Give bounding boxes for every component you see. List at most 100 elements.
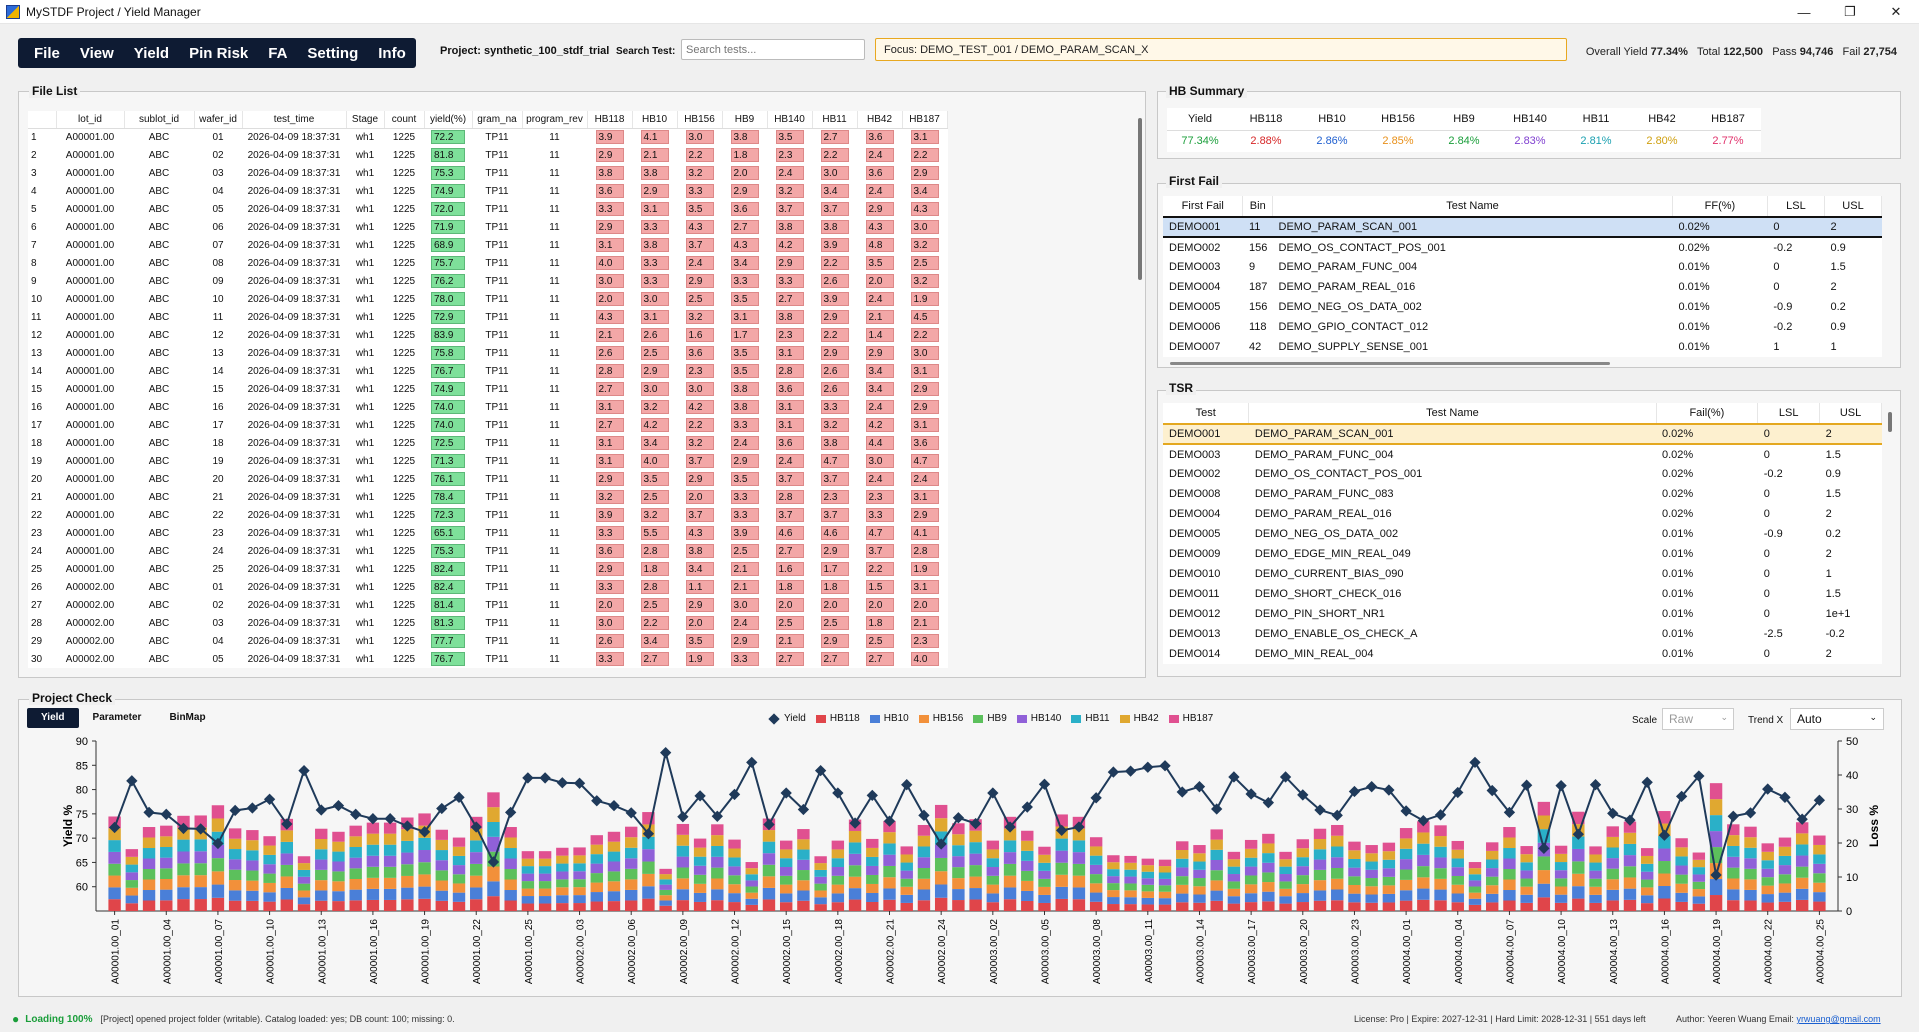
table-row[interactable]: 30 A00002.00 ABC 05 2026-04-09 18:37:31 wh1 12…	[28, 650, 947, 668]
table-row[interactable]: DEMO008 DEMO_PARAM_FUNC_083 0.02% 0 1.5	[1163, 484, 1882, 504]
table-row[interactable]: 23 A00001.00 ABC 23 2026-04-09 18:37:31 wh1 12…	[28, 524, 947, 542]
table-row[interactable]: 13 A00001.00 ABC 13 2026-04-09 18:37:31 wh1 12…	[28, 344, 947, 362]
legend-item[interactable]: HB140	[1016, 713, 1061, 724]
menu-view[interactable]: View	[79, 44, 114, 62]
trend-x-select[interactable]: Auto ⌄	[1790, 708, 1884, 730]
table-row[interactable]: DEMO007 42 DEMO_SUPPLY_SENSE_001 0.01% 1 1	[1163, 337, 1882, 357]
first-fail-table[interactable]: First Fail Bin Test Name FF(%) LSL USL DEMO001…	[1163, 196, 1882, 357]
column-header[interactable]: USL	[1824, 196, 1882, 218]
column-header[interactable]: Test	[1163, 403, 1250, 425]
table-row[interactable]: 20 A00001.00 ABC 20 2026-04-09 18:37:31 wh1 12…	[28, 470, 947, 488]
column-header[interactable]: LSL	[1757, 403, 1821, 425]
table-row[interactable]: 1 A00001.00 ABC 01 2026-04-09 18:37:31 wh1 122…	[28, 128, 947, 146]
table-row[interactable]: 29 A00002.00 ABC 04 2026-04-09 18:37:31 wh1 12…	[28, 632, 947, 650]
table-row[interactable]: DEMO010 DEMO_CURRENT_BIAS_090 0.01% 0 1	[1163, 564, 1882, 584]
first-fail-hscrollbar[interactable]	[1170, 362, 1610, 365]
table-row[interactable]: 22 A00001.00 ABC 22 2026-04-09 18:37:31 wh1 12…	[28, 506, 947, 524]
file-list-table[interactable]: lot_id sublot_id wafer_id test_time Stage cou…	[28, 111, 948, 668]
column-header[interactable]: Test Name	[1248, 403, 1657, 425]
table-row[interactable]: DEMO006 118 DEMO_GPIO_CONTACT_012 0.01% -0.2…	[1163, 317, 1882, 337]
tab-yield[interactable]: Yield	[27, 708, 79, 728]
column-header[interactable]: LSL	[1767, 196, 1826, 218]
column-header[interactable]: HB9	[722, 111, 768, 129]
table-row[interactable]: 6 A00001.00 ABC 06 2026-04-09 18:37:31 wh1 122…	[28, 218, 947, 236]
column-header[interactable]: yield(%)	[424, 111, 473, 129]
menu-fa[interactable]: FA	[268, 44, 288, 62]
table-row[interactable]: 2 A00001.00 ABC 02 2026-04-09 18:37:31 wh1 122…	[28, 146, 947, 164]
table-row[interactable]: DEMO002 DEMO_OS_CONTACT_POS_001 0.02% -0.2 0…	[1163, 464, 1882, 484]
table-row[interactable]: 27 A00002.00 ABC 02 2026-04-09 18:37:31 wh1 12…	[28, 596, 947, 614]
table-row[interactable]: 25 A00001.00 ABC 25 2026-04-09 18:37:31 wh1 12…	[28, 560, 947, 578]
table-row[interactable]: 5 A00001.00 ABC 05 2026-04-09 18:37:31 wh1 122…	[28, 200, 947, 218]
column-header[interactable]: First Fail	[1163, 196, 1244, 218]
legend-item[interactable]: HB11	[1071, 713, 1110, 724]
table-row[interactable]: DEMO002 156 DEMO_OS_CONTACT_POS_001 0.02% -0…	[1163, 237, 1882, 257]
table-row[interactable]: 19 A00001.00 ABC 19 2026-04-09 18:37:31 wh1 12…	[28, 452, 947, 470]
column-header[interactable]: gram_na	[472, 111, 523, 129]
table-row[interactable]: 4 A00001.00 ABC 04 2026-04-09 18:37:31 wh1 122…	[28, 182, 947, 200]
column-header[interactable]: Test Name	[1272, 196, 1673, 218]
table-row[interactable]: DEMO003 9 DEMO_PARAM_FUNC_004 0.01% 0 1.5	[1163, 257, 1882, 277]
column-header[interactable]: count	[384, 111, 425, 129]
legend-item[interactable]: HB10	[869, 713, 909, 724]
table-row[interactable]: DEMO004 187 DEMO_PARAM_REAL_016 0.01% 0 2	[1163, 277, 1882, 297]
menu-setting[interactable]: Setting	[307, 44, 359, 62]
author-email-link[interactable]: yrwuang@gmail.com	[1796, 1014, 1881, 1024]
file-list-scrollbar[interactable]	[1138, 118, 1142, 280]
table-row[interactable]: 15 A00001.00 ABC 15 2026-04-09 18:37:31 wh1 12…	[28, 380, 947, 398]
menu-yield[interactable]: Yield	[133, 44, 170, 62]
table-row[interactable]: DEMO009 DEMO_EDGE_MIN_REAL_049 0.01% 0 2	[1163, 544, 1882, 564]
table-row[interactable]: DEMO005 DEMO_NEG_OS_DATA_002 0.01% -0.9 0.2	[1163, 524, 1882, 544]
menu-pin-risk[interactable]: Pin Risk	[189, 44, 249, 62]
table-row[interactable]: 11 A00001.00 ABC 11 2026-04-09 18:37:31 wh1 12…	[28, 308, 947, 326]
focus-field[interactable]: Focus: DEMO_TEST_001 / DEMO_PARAM_SCAN_X	[875, 38, 1567, 61]
table-row[interactable]: 18 A00001.00 ABC 18 2026-04-09 18:37:31 wh1 12…	[28, 434, 947, 452]
table-row[interactable]: DEMO012 DEMO_PIN_SHORT_NR1 0.01% 0 1e+1	[1163, 604, 1882, 624]
column-header[interactable]: Bin	[1242, 196, 1274, 218]
column-header[interactable]: program_rev	[522, 111, 588, 129]
legend-item[interactable]: Yield	[768, 712, 806, 725]
table-row[interactable]: DEMO001 11 DEMO_PARAM_SCAN_001 0.02% 0 2	[1163, 216, 1882, 238]
legend-item[interactable]: HB42	[1119, 713, 1159, 724]
table-row[interactable]: 14 A00001.00 ABC 14 2026-04-09 18:37:31 wh1 12…	[28, 362, 947, 380]
table-row[interactable]: DEMO014 DEMO_MIN_REAL_004 0.01% 0 2	[1163, 644, 1882, 664]
close-button[interactable]: ✕	[1890, 4, 1902, 19]
table-row[interactable]: 10 A00001.00 ABC 10 2026-04-09 18:37:31 wh1 12…	[28, 290, 947, 308]
table-row[interactable]: DEMO001 DEMO_PARAM_SCAN_001 0.02% 0 2	[1163, 423, 1882, 445]
column-header[interactable]: USL	[1819, 403, 1882, 425]
column-header[interactable]: FF(%)	[1672, 196, 1768, 218]
table-row[interactable]: 21 A00001.00 ABC 21 2026-04-09 18:37:31 wh1 12…	[28, 488, 947, 506]
column-header[interactable]: HB140	[767, 111, 813, 129]
table-row[interactable]: 28 A00002.00 ABC 03 2026-04-09 18:37:31 wh1 12…	[28, 614, 947, 632]
table-row[interactable]: 12 A00001.00 ABC 12 2026-04-09 18:37:31 wh1 12…	[28, 326, 947, 344]
table-row[interactable]: 26 A00002.00 ABC 01 2026-04-09 18:37:31 wh1 12…	[28, 578, 947, 596]
column-header[interactable]: HB11	[812, 111, 858, 129]
table-row[interactable]: 8 A00001.00 ABC 08 2026-04-09 18:37:31 wh1 122…	[28, 254, 947, 272]
legend-item[interactable]: HB9	[973, 713, 1007, 724]
table-row[interactable]: 7 A00001.00 ABC 07 2026-04-09 18:37:31 wh1 122…	[28, 236, 947, 254]
table-row[interactable]: 24 A00001.00 ABC 24 2026-04-09 18:37:31 wh1 12…	[28, 542, 947, 560]
table-row[interactable]: DEMO013 DEMO_ENABLE_OS_CHECK_A 0.01% -2.5 -0…	[1163, 624, 1882, 644]
table-row[interactable]: 9 A00001.00 ABC 09 2026-04-09 18:37:31 wh1 122…	[28, 272, 947, 290]
column-header[interactable]: HB187	[902, 111, 948, 129]
table-row[interactable]: DEMO004 DEMO_PARAM_REAL_016 0.02% 0 2	[1163, 504, 1882, 524]
table-row[interactable]: 3 A00001.00 ABC 03 2026-04-09 18:37:31 wh1 122…	[28, 164, 947, 182]
tab-binmap[interactable]: BinMap	[169, 712, 206, 723]
legend-item[interactable]: HB156	[918, 713, 963, 724]
table-row[interactable]: 17 A00001.00 ABC 17 2026-04-09 18:37:31 wh1 12…	[28, 416, 947, 434]
column-header[interactable]: HB118	[587, 111, 633, 129]
legend-item[interactable]: HB118	[815, 713, 860, 724]
tsr-table[interactable]: Test Test Name Fail(%) LSL USL DEMO001 DEMO_PA…	[1163, 403, 1882, 664]
tab-parameter[interactable]: Parameter	[92, 712, 142, 723]
column-header[interactable]: HB156	[677, 111, 723, 129]
table-row[interactable]: DEMO011 DEMO_SHORT_CHECK_016 0.01% 0 1.5	[1163, 584, 1882, 604]
menu-info[interactable]: Info	[378, 44, 406, 62]
scale-select[interactable]: Raw ⌄	[1662, 708, 1734, 730]
tsr-scrollbar[interactable]	[1888, 412, 1892, 432]
maximize-button[interactable]: ❐	[1844, 4, 1856, 19]
column-header[interactable]: wafer_id	[194, 111, 243, 129]
column-header[interactable]: Fail(%)	[1656, 403, 1759, 425]
column-header[interactable]: lot_id	[56, 111, 125, 129]
legend-item[interactable]: HB187	[1168, 713, 1213, 724]
